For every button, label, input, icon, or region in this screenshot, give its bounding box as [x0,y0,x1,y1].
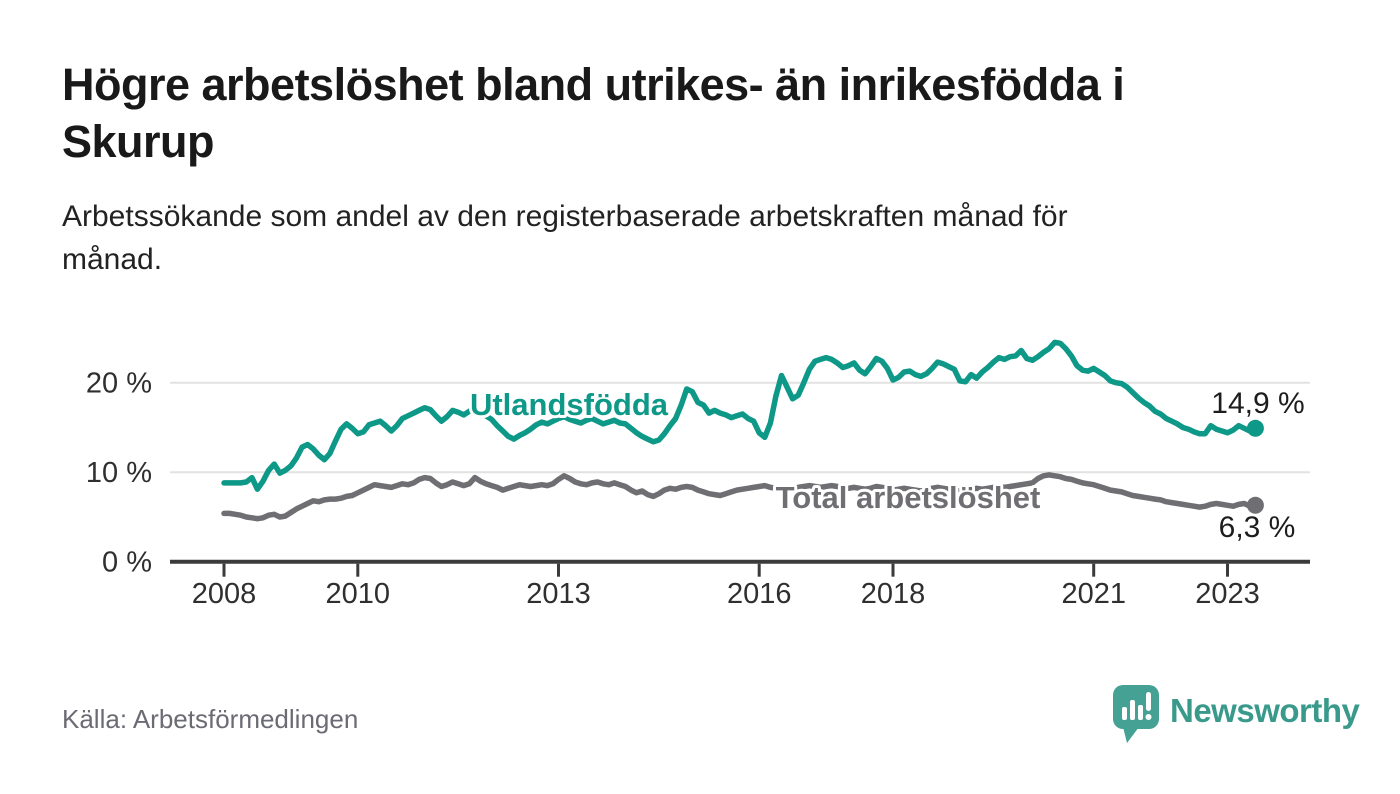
y-tick-label-0: 0 % [102,547,152,579]
end-value-label-utlandsfodda: 14,9 % [1211,387,1304,420]
x-tick-label-2010: 2010 [326,578,391,610]
x-tick-label-2018: 2018 [861,578,926,610]
chart-labels: Utlandsfödda 14,9 % Total arbetslöshet 6,3 … [467,384,1307,547]
newsworthy-brand: Newsworthy [1112,684,1360,746]
series-label-total: Total arbetslöshet [776,480,1041,515]
x-axis: 0 % 10 % 20 % 2008 2010 2013 2016 2018 2021 2023 [86,368,1310,610]
page-title: Högre arbetslöshet bland utrikes- än inr… [62,59,1125,168]
x-tick-label-2016: 2016 [727,578,792,610]
series-line-total [221,472,1259,522]
x-tick-label-2013: 2013 [526,578,591,610]
y-tick-label-10: 10 % [86,457,152,489]
x-tick-label-2008: 2008 [192,578,257,610]
newsworthy-wordmark: Newsworthy [1170,692,1360,729]
series-end-dot-utlandsfodda [1246,419,1264,437]
x-tick-label-2021: 2021 [1061,578,1126,610]
series-lines [221,339,1264,522]
series-line-utlandsfodda [221,339,1259,492]
end-value-label-total: 6,3 % [1219,511,1296,544]
source-note: Källa: Arbetsförmedlingen [62,704,359,734]
x-tick-label-2023: 2023 [1195,578,1260,610]
series-label-utlandsfodda: Utlandsfödda [470,387,669,422]
newsworthy-logo-icon [1113,685,1159,743]
series-end-dot-total [1246,496,1264,514]
y-tick-label-20: 20 % [86,368,152,400]
page-subtitle: Arbetssökande som andel av den registerb… [62,200,1068,276]
